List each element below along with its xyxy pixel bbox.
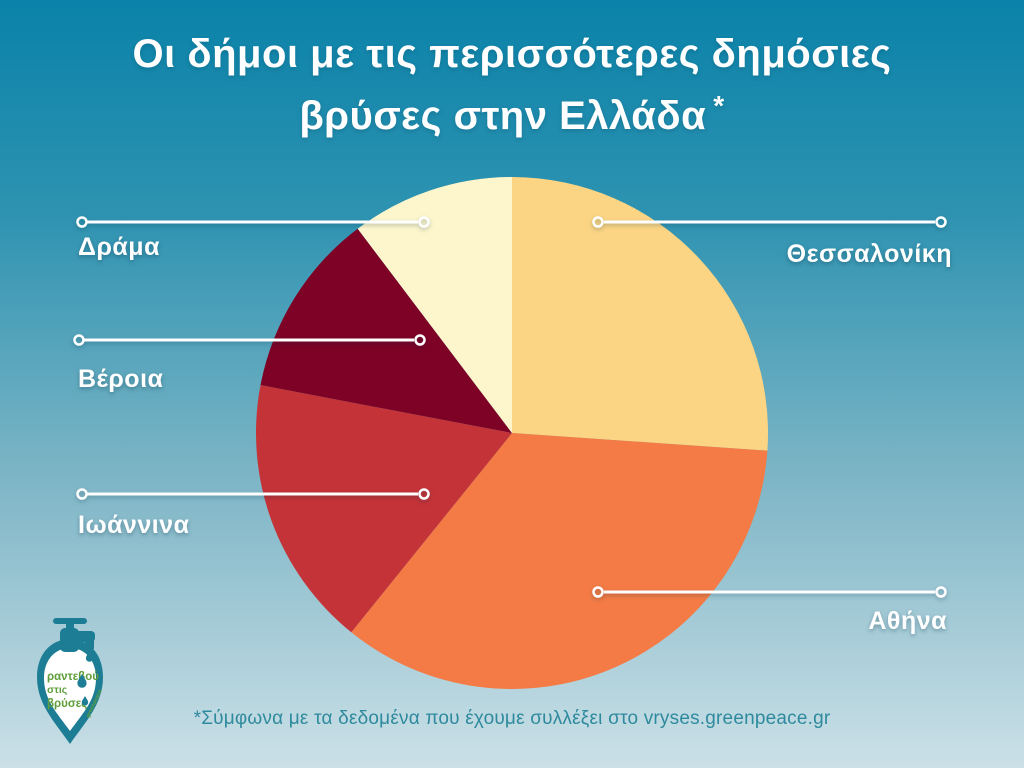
faucet-icon — [53, 618, 95, 662]
pie-slice-ioannina — [256, 385, 512, 633]
pie-slice-veroia — [260, 228, 512, 433]
title-asterisk: * — [713, 90, 725, 121]
page-title-line2: βρύσες στην Ελλάδα — [299, 94, 707, 138]
pie-chart — [256, 177, 768, 689]
callout-athina — [592, 586, 947, 598]
footnote: *Σύμφωνα με τα δεδομένα που έχουμε συλλέ… — [193, 708, 831, 729]
pie-label-veroia: Βέροια — [78, 365, 164, 393]
water-drops-icon — [77, 674, 89, 706]
page-title: Οι δήμοι με τις περισσότερες δημόσιες βρ… — [0, 28, 1024, 142]
callout-veroia — [73, 334, 426, 346]
logo-word-3: βρύσες — [47, 698, 87, 710]
page-title-line1: Οι δήμοι με τις περισσότερες δημόσιες — [132, 32, 892, 76]
logo-rantevou-stis-vryses: ραντεβού στις βρύσες greenpeace — [37, 618, 104, 744]
callout-thessaloniki — [592, 216, 947, 228]
pie-slice-thessaloniki — [512, 177, 768, 451]
pie-label-thessaloniki: Θεσσαλονίκη — [786, 240, 952, 268]
pie-slice-drama — [357, 177, 512, 433]
pie-label-athina: Αθήνα — [868, 607, 947, 635]
drop-icon — [37, 639, 103, 744]
callout-ioannina — [76, 488, 430, 500]
pie-slice-athina — [351, 433, 768, 689]
pie-label-ioannina: Ιωάννινα — [78, 511, 190, 539]
logo-word-2: στις — [47, 684, 68, 696]
pie-label-drama: Δράμα — [78, 233, 160, 261]
logo-word-1: ραντεβού — [47, 671, 99, 683]
callout-drama — [76, 216, 430, 228]
